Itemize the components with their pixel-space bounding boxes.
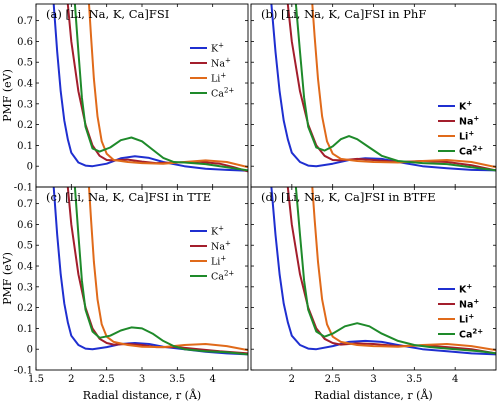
legend-label: Ca2+ <box>211 270 234 283</box>
legend-label: K+ <box>459 100 472 113</box>
y-tick-label: -0.1 <box>14 366 33 377</box>
x-tick-label: 1.5 <box>28 374 44 385</box>
legend-label: Li+ <box>459 130 474 143</box>
y-tick-label: -0.1 <box>14 183 33 194</box>
series-group <box>270 187 496 356</box>
series-line-Ca2-plus <box>73 187 248 356</box>
y-tick-label: 0.5 <box>17 58 33 69</box>
series-line-Li-plus <box>88 4 248 169</box>
legend-label: Ca2+ <box>211 87 234 100</box>
x-tick-label: 2 <box>289 374 295 385</box>
y-tick-label: 0 <box>27 345 33 356</box>
y-tick-label: 0.2 <box>17 120 33 131</box>
series-group <box>270 4 496 172</box>
y-axis-label: PMF (eV) <box>1 252 14 305</box>
legend-label: Na+ <box>211 240 231 253</box>
legend-label: K+ <box>211 42 224 55</box>
series-line-Na-plus <box>286 4 496 172</box>
panel-title: (d) [Li, Na, K, Ca]FSI in BTFE <box>261 190 436 204</box>
y-tick-label: 0.2 <box>17 303 33 314</box>
y-tick-label: 0.1 <box>17 324 33 335</box>
series-line-K-plus <box>270 187 496 356</box>
x-axis-label: Radial distance, r (Å) <box>314 388 432 402</box>
x-axis-label: Radial distance, r (Å) <box>83 388 201 402</box>
series-line-Li-plus <box>88 187 248 352</box>
series-group <box>52 187 248 356</box>
series-line-K-plus <box>270 4 496 172</box>
x-tick-label: 3 <box>370 374 376 385</box>
x-tick-label: 2.5 <box>325 374 341 385</box>
series-line-Li-plus <box>311 187 496 352</box>
y-tick-label: 0 <box>27 162 33 173</box>
y-tick-label: 0.7 <box>17 199 33 210</box>
panel-c: -0.1 0 0.1 0.2 0.3 0.4 0.5 0.6 0.7 1.5 2 2.5 3 3.5 4 (c… <box>1 186 249 402</box>
legend-label: K+ <box>459 283 472 296</box>
y-tick-label: 0.5 <box>17 241 33 252</box>
x-tick-label: 3.5 <box>406 374 422 385</box>
series-line-Ca2-plus <box>294 187 496 355</box>
x-tick-label: 3.5 <box>169 374 185 385</box>
x-tick-label: 4 <box>452 374 458 385</box>
y-axis-label: PMF (eV) <box>1 69 14 122</box>
panel-a: -0.1 0 0.1 0.2 0.3 0.4 0.5 0.6 0.7 (a) [Li, Na, K… <box>1 3 249 194</box>
legend-label: K+ <box>211 225 224 238</box>
y-tick-label: 0.4 <box>17 262 33 273</box>
panel-d: 2 2.5 3 3.5 4 (d) [Li, Na, K, Ca]FSI in BTFE K… <box>250 186 497 402</box>
panel-b: (b) [Li, Na, K, Ca]FSI in PhF K+ Na+ Li+ Ca2… <box>250 3 497 188</box>
x-tick-label: 2.5 <box>99 374 115 385</box>
panel-title: (c) [Li, Na, K, Ca]FSI in TTE <box>46 190 211 204</box>
y-tick-label: 0.3 <box>17 282 33 293</box>
y-tick-label: 0.1 <box>17 141 33 152</box>
panel-title: (a) [Li, Na, K, Ca]FSI <box>46 7 169 21</box>
legend-label: Li+ <box>211 255 226 268</box>
x-tick-label: 3 <box>139 374 145 385</box>
x-tick-label: 2 <box>68 374 74 385</box>
series-line-Na-plus <box>66 187 248 355</box>
plot-frame <box>250 186 497 371</box>
series-line-Na-plus <box>286 187 496 355</box>
legend-label: Li+ <box>459 313 474 326</box>
y-tick-label: 0.6 <box>17 37 33 48</box>
legend-label: Li+ <box>211 72 226 85</box>
series-line-K-plus <box>52 4 248 172</box>
legend-label: Ca2+ <box>459 328 483 341</box>
legend: K+ Na+ Li+ Ca2+ <box>438 100 483 158</box>
x-tick-label: 4 <box>209 374 215 385</box>
y-tick-label: 0.7 <box>17 16 33 27</box>
series-line-Li-plus <box>311 4 496 169</box>
legend: K+ Na+ Li+ Ca2+ <box>190 225 234 283</box>
legend: K+ Na+ Li+ Ca2+ <box>190 42 234 100</box>
legend-label: Na+ <box>459 298 479 311</box>
y-tick-label: 0.4 <box>17 79 33 90</box>
y-tick-label: 0.3 <box>17 99 33 110</box>
legend-label: Na+ <box>211 57 231 70</box>
series-line-Ca2-plus <box>73 4 248 172</box>
y-tick-label: 0.6 <box>17 220 33 231</box>
series-group <box>52 4 248 173</box>
legend-label: Na+ <box>459 115 479 128</box>
legend: K+ Na+ Li+ Ca2+ <box>438 283 483 341</box>
legend-label: Ca2+ <box>459 145 483 158</box>
panel-title: (b) [Li, Na, K, Ca]FSI in PhF <box>261 7 426 21</box>
series-line-Ca2-plus <box>294 4 496 172</box>
